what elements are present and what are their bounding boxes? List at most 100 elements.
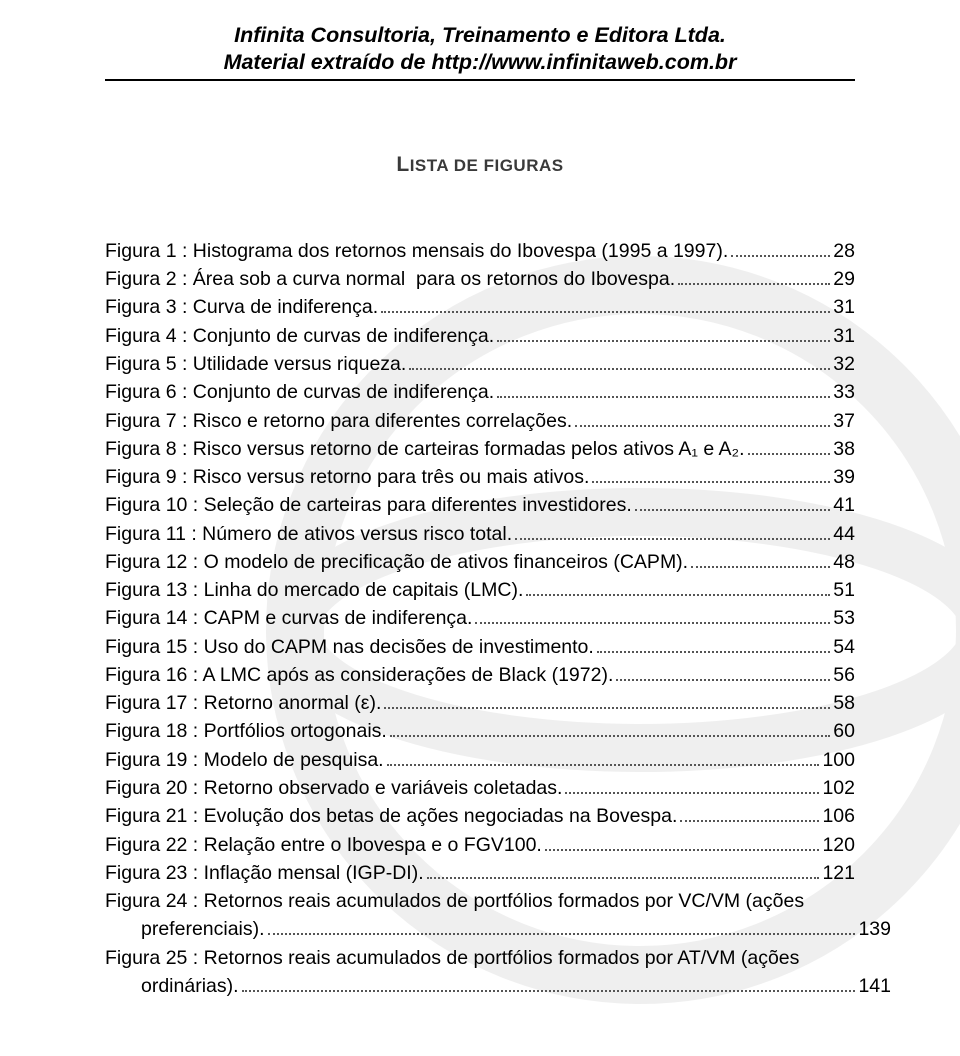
toc-entry-label: Figura 12 : O modelo de precificação de …: [105, 548, 688, 576]
dot-leader: [635, 493, 831, 512]
toc-entry: Figura 8 : Risco versus retorno de carte…: [105, 435, 855, 463]
toc-entry: Figura 22 : Relação entre o Ibovespa e o…: [105, 831, 855, 859]
toc-entry-label: Figura 11 : Número de ativos versus risc…: [105, 520, 512, 548]
toc-entry-page: 54: [833, 633, 855, 661]
dot-leader: [731, 238, 830, 257]
toc-entry: Figura 5 : Utilidade versus riqueza. 32: [105, 350, 855, 378]
toc-entry-label: Figura 16 : A LMC após as considerações …: [105, 661, 613, 689]
toc-entry-label: Figura 8 : Risco versus retorno de carte…: [105, 435, 745, 463]
toc-entry-page: 28: [833, 237, 855, 265]
dot-leader: [497, 323, 830, 342]
toc-entry: Figura 21 : Evolução dos betas de ações …: [105, 802, 855, 830]
toc-entry-label: Figura 9 : Risco versus retorno para trê…: [105, 463, 589, 491]
toc-entry-label: Figura 5 : Utilidade versus riqueza.: [105, 350, 406, 378]
toc-entry-label: Figura 20 : Retorno observado e variávei…: [105, 774, 562, 802]
toc-entry-page: 44: [833, 520, 855, 548]
dot-leader: [242, 973, 856, 992]
toc-entry: Figura 13 : Linha do mercado de capitais…: [105, 576, 855, 604]
toc-entry-page: 139: [858, 915, 891, 943]
toc-entry-page: 31: [833, 293, 855, 321]
toc-entry: Figura 9 : Risco versus retorno para trê…: [105, 463, 855, 491]
toc-entry: Figura 19 : Modelo de pesquisa. 100: [105, 746, 855, 774]
toc-entry-label: Figura 23 : Inflação mensal (IGP-DI).: [105, 859, 424, 887]
toc-entry-label: Figura 22 : Relação entre o Ibovespa e o…: [105, 831, 542, 859]
list-title-rest: ISTA DE FIGURAS: [410, 156, 564, 175]
figure-list: Figura 1 : Histograma dos retornos mensa…: [105, 237, 855, 1000]
toc-entry-page: 31: [833, 322, 855, 350]
toc-entry: Figura 15 : Uso do CAPM nas decisões de …: [105, 633, 855, 661]
toc-entry-page: 51: [833, 576, 855, 604]
dot-leader: [545, 832, 820, 851]
dot-leader: [387, 747, 820, 766]
dot-leader: [515, 521, 830, 540]
toc-entry: Figura 10 : Seleção de carteiras para di…: [105, 491, 855, 519]
header-line-2: Material extraído de http://www.infinita…: [105, 50, 855, 75]
toc-entry-label: preferenciais).: [141, 915, 265, 943]
toc-entry: Figura 6 : Conjunto de curvas de indifer…: [105, 378, 855, 406]
toc-entry-page: 102: [822, 774, 855, 802]
toc-entry: Figura 18 : Portfólios ortogonais. 60: [105, 717, 855, 745]
dot-leader: [678, 267, 830, 286]
dot-leader: [390, 719, 830, 738]
toc-entry-page: 37: [833, 407, 855, 435]
dot-leader: [565, 775, 819, 794]
toc-entry: Figura 24 : Retornos reais acumulados de…: [105, 887, 855, 915]
dot-leader: [497, 380, 830, 399]
list-title-first-letter: L: [396, 153, 409, 176]
dot-leader: [748, 436, 831, 455]
toc-entry-page: 38: [833, 435, 855, 463]
toc-entry-label: Figura 25 : Retornos reais acumulados de…: [105, 944, 799, 972]
dot-leader: [268, 917, 856, 936]
dot-leader: [409, 351, 830, 370]
dot-leader: [575, 408, 830, 427]
toc-entry-page: 60: [833, 717, 855, 745]
dot-leader: [526, 578, 830, 597]
toc-entry-page: 33: [833, 378, 855, 406]
dot-leader: [427, 860, 820, 879]
toc-entry-page: 141: [858, 972, 891, 1000]
toc-entry: Figura 7 : Risco e retorno para diferent…: [105, 407, 855, 435]
dot-leader: [384, 691, 830, 710]
toc-entry-page: 53: [833, 604, 855, 632]
header-rule: [105, 79, 855, 81]
toc-entry: Figura 25 : Retornos reais acumulados de…: [105, 944, 855, 972]
toc-entry: Figura 16 : A LMC após as considerações …: [105, 661, 855, 689]
toc-entry-label: Figura 7 : Risco e retorno para diferent…: [105, 407, 572, 435]
toc-entry-label: Figura 2 : Área sob a curva normal para …: [105, 265, 675, 293]
toc-entry: Figura 14 : CAPM e curvas de indiferença…: [105, 604, 855, 632]
toc-entry: Figura 11 : Número de ativos versus risc…: [105, 520, 855, 548]
toc-entry-label: Figura 24 : Retornos reais acumulados de…: [105, 887, 804, 915]
toc-entry-label: Figura 10 : Seleção de carteiras para di…: [105, 491, 632, 519]
toc-entry-page: 32: [833, 350, 855, 378]
toc-entry-page: 39: [833, 463, 855, 491]
toc-entry-page: 120: [822, 831, 855, 859]
toc-entry-label: Figura 1 : Histograma dos retornos mensa…: [105, 237, 728, 265]
toc-entry-label: Figura 21 : Evolução dos betas de ações …: [105, 802, 677, 830]
toc-entry-page: 29: [833, 265, 855, 293]
toc-entry: Figura 12 : O modelo de precificação de …: [105, 548, 855, 576]
toc-entry-label: Figura 15 : Uso do CAPM nas decisões de …: [105, 633, 594, 661]
toc-entry: Figura 4 : Conjunto de curvas de indifer…: [105, 322, 855, 350]
page: Infinita Consultoria, Treinamento e Edit…: [0, 0, 960, 1056]
toc-entry-label: Figura 13 : Linha do mercado de capitais…: [105, 576, 523, 604]
toc-entry: Figura 23 : Inflação mensal (IGP-DI). 121: [105, 859, 855, 887]
toc-entry-label: Figura 19 : Modelo de pesquisa.: [105, 746, 384, 774]
toc-entry-page: 58: [833, 689, 855, 717]
toc-entry-page: 100: [822, 746, 855, 774]
dot-leader: [475, 606, 830, 625]
header-line-1: Infinita Consultoria, Treinamento e Edit…: [105, 22, 855, 50]
toc-entry-page: 41: [833, 491, 855, 519]
toc-entry: Figura 17 : Retorno anormal (ε). 58: [105, 689, 855, 717]
toc-entry-page: 121: [822, 859, 855, 887]
dot-leader: [616, 662, 830, 681]
content-area: Infinita Consultoria, Treinamento e Edit…: [0, 0, 960, 1000]
toc-entry-label: Figura 18 : Portfólios ortogonais.: [105, 717, 387, 745]
toc-entry: Figura 3 : Curva de indiferença. 31: [105, 293, 855, 321]
dot-leader: [680, 804, 819, 823]
toc-entry-continuation: preferenciais). 139: [105, 915, 891, 943]
toc-entry-label: Figura 3 : Curva de indiferença.: [105, 293, 378, 321]
toc-entry-label: Figura 4 : Conjunto de curvas de indifer…: [105, 322, 494, 350]
toc-entry-page: 106: [822, 802, 855, 830]
toc-entry-label: Figura 17 : Retorno anormal (ε).: [105, 689, 381, 717]
toc-entry-label: Figura 6 : Conjunto de curvas de indifer…: [105, 378, 494, 406]
